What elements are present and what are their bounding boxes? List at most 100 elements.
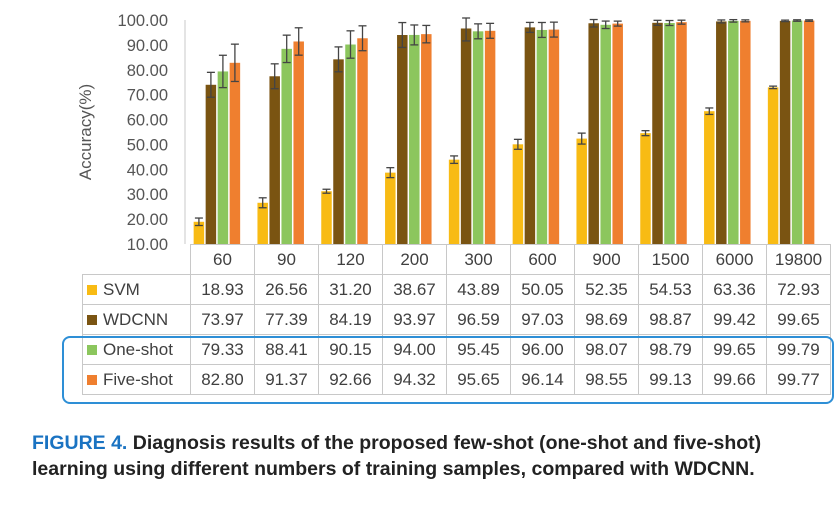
data-label: 96.14: [510, 364, 575, 395]
bar-five-shot-1500: [676, 22, 687, 245]
data-label: 43.89: [446, 274, 511, 305]
bar-one-shot-900: [600, 24, 611, 244]
bar-svm-6000: [704, 111, 715, 244]
error-bar-wdcnn-600: [525, 21, 534, 34]
table-row: SVM 18.93 26.56 31.20 38.67 43.89 50.05 52.35 54…: [82, 274, 831, 305]
bar-wdcnn-300: [460, 28, 472, 245]
data-label: 38.67: [382, 274, 447, 305]
data-label: 95.65: [446, 364, 511, 395]
bar-wdcnn-19800: [779, 20, 791, 245]
y-axis-label: Accuracy(%): [76, 84, 95, 180]
table-corner: [82, 244, 191, 275]
error-bar-five-shot-200: [422, 24, 431, 44]
bar-svm-60: [193, 221, 205, 244]
error-bar-one-shot-900: [601, 20, 610, 30]
data-label: 52.35: [574, 274, 639, 305]
data-label: 98.07: [574, 334, 639, 365]
data-label: 94.32: [382, 364, 447, 395]
table-row: WDCNN 73.97 77.39 84.19 93.97 96.59 97.03 98.69…: [82, 304, 831, 335]
bar-one-shot-120: [345, 44, 356, 244]
caption-label: FIGURE 4.: [32, 432, 128, 454]
error-bar-wdcnn-90: [270, 63, 279, 90]
data-label: 73.97: [190, 304, 255, 335]
category-label: 900: [574, 244, 639, 275]
error-bar-svm-90: [258, 197, 267, 209]
error-bar-five-shot-1500: [677, 19, 686, 25]
series-legend-cell: WDCNN: [82, 304, 191, 335]
error-bar-svm-60: [194, 217, 203, 227]
category-label: 6000: [702, 244, 767, 275]
y-tick-label: 50.00: [127, 136, 168, 154]
y-tick-label: 80.00: [127, 62, 168, 80]
bar-svm-600: [512, 144, 524, 244]
error-bar-wdcnn-120: [334, 46, 343, 73]
bar-five-shot-200: [421, 34, 432, 245]
y-tick-label: 100.00: [118, 12, 168, 30]
bar-wdcnn-120: [333, 59, 344, 244]
data-label: 63.36: [702, 274, 767, 305]
bar-wdcnn-60: [205, 84, 217, 245]
error-bar-wdcnn-6000: [717, 19, 726, 24]
error-bar-one-shot-300: [474, 23, 483, 40]
data-label: 99.13: [638, 364, 703, 395]
error-bar-svm-6000: [705, 107, 714, 116]
bar-five-shot-6000: [740, 20, 751, 244]
series-name: Five-shot: [103, 369, 173, 389]
data-label: 99.79: [766, 334, 831, 365]
bar-svm-120: [321, 191, 332, 244]
category-label: 120: [318, 244, 383, 275]
data-label: 94.00: [382, 334, 447, 365]
series-legend-cell: SVM: [82, 274, 191, 305]
error-bar-wdcnn-200: [398, 21, 407, 49]
bar-wdcnn-1500: [652, 22, 663, 245]
data-label: 82.80: [190, 364, 255, 395]
series-legend-cell: Five-shot: [82, 364, 191, 395]
legend-swatch: [87, 374, 97, 385]
data-label: 50.05: [510, 274, 575, 305]
series-legend-cell: One-shot: [82, 334, 191, 365]
y-tick-label: 70.00: [127, 87, 168, 105]
figure-caption: FIGURE 4. Diagnosis results of the propo…: [32, 430, 812, 482]
data-label: 84.19: [318, 304, 383, 335]
error-bar-one-shot-120: [346, 30, 355, 59]
data-label: 88.41: [254, 334, 319, 365]
data-label: 90.15: [318, 334, 383, 365]
series-name: SVM: [103, 279, 140, 299]
y-tick-label: 20.00: [127, 211, 168, 229]
bar-five-shot-90: [293, 41, 304, 244]
series-name: One-shot: [103, 339, 173, 359]
data-label: 99.42: [702, 304, 767, 335]
data-label: 92.66: [318, 364, 383, 395]
error-bar-svm-200: [386, 167, 395, 179]
series-name: WDCNN: [103, 309, 169, 329]
category-label: 19800: [766, 244, 831, 275]
accuracy-bar-chart: 10.0020.0030.0040.0050.0060.0070.0080.00…: [76, 12, 815, 250]
data-label: 98.79: [638, 334, 703, 365]
y-tick-label: 90.00: [127, 37, 168, 55]
error-bar-wdcnn-1500: [653, 19, 662, 26]
error-bar-wdcnn-19800: [781, 19, 790, 23]
y-axis: 10.0020.0030.0040.0050.0060.0070.0080.00…: [118, 12, 186, 250]
table-row: One-shot 79.33 88.41 90.15 94.00 95.45 96.00 98…: [82, 334, 831, 365]
legend-swatch: [87, 314, 97, 325]
error-bar-svm-120: [322, 188, 331, 194]
bar-wdcnn-900: [588, 23, 599, 245]
error-bar-five-shot-6000: [741, 19, 750, 23]
data-label: 54.53: [638, 274, 703, 305]
bar-one-shot-60: [217, 71, 229, 244]
bar-one-shot-600: [536, 29, 548, 245]
bar-one-shot-90: [281, 48, 292, 244]
error-bar-one-shot-90: [282, 34, 291, 64]
error-bar-one-shot-19800: [793, 19, 802, 22]
bar-wdcnn-90: [269, 76, 280, 245]
error-bar-one-shot-200: [410, 24, 419, 46]
table-header-row: 60 90 120 200 300 600 900 1500 6000 19800: [82, 244, 831, 275]
data-label: 96.59: [446, 304, 511, 335]
y-tick-label: 60.00: [127, 112, 168, 130]
data-label: 18.93: [190, 274, 255, 305]
data-label: 98.55: [574, 364, 639, 395]
category-label: 300: [446, 244, 511, 275]
data-label: 77.39: [254, 304, 319, 335]
bar-wdcnn-600: [524, 27, 536, 245]
error-bar-one-shot-60: [218, 54, 227, 89]
